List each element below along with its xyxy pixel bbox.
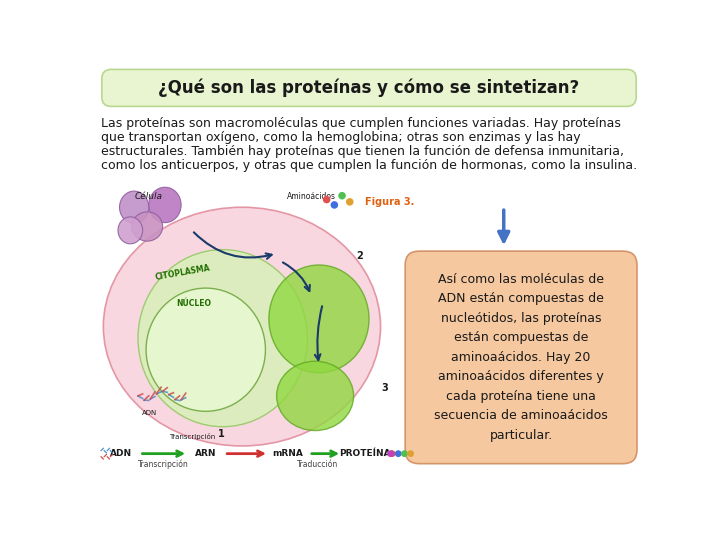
Circle shape — [395, 451, 401, 456]
Text: mRNA: mRNA — [273, 449, 304, 458]
Text: Figura 3.: Figura 3. — [365, 197, 415, 207]
Text: Las proteínas son macromoléculas que cumplen funciones variadas. Hay proteínas: Las proteínas son macromoléculas que cum… — [101, 117, 621, 130]
Text: PROTEÍNA: PROTEÍNA — [339, 449, 391, 458]
Text: que transportan oxígeno, como la hemoglobina; otras son enzimas y las hay: que transportan oxígeno, como la hemoglo… — [101, 131, 580, 144]
FancyBboxPatch shape — [405, 251, 637, 464]
Text: NÚCLEO: NÚCLEO — [176, 299, 212, 308]
Text: Traducción: Traducción — [297, 460, 338, 469]
Circle shape — [402, 451, 407, 456]
Text: Así como las moléculas de
ADN están compuestas de
nucleótidos, las proteínas
est: Así como las moléculas de ADN están comp… — [434, 273, 608, 442]
Text: ADN: ADN — [142, 410, 157, 416]
Ellipse shape — [149, 187, 181, 222]
Text: Célula: Célula — [134, 192, 162, 201]
FancyBboxPatch shape — [102, 70, 636, 106]
Text: CITOPLASMA: CITOPLASMA — [154, 264, 211, 282]
Ellipse shape — [104, 207, 381, 446]
Ellipse shape — [276, 361, 354, 430]
Circle shape — [346, 199, 353, 205]
Circle shape — [390, 451, 395, 456]
Text: ARN: ARN — [195, 449, 217, 458]
Text: Transcripción: Transcripción — [138, 460, 189, 469]
Ellipse shape — [269, 265, 369, 373]
Text: como los anticuerpos, y otras que cumplen la función de hormonas, como la insuli: como los anticuerpos, y otras que cumple… — [101, 159, 637, 172]
Ellipse shape — [118, 217, 143, 244]
Ellipse shape — [146, 288, 266, 411]
Circle shape — [339, 193, 345, 199]
Circle shape — [331, 202, 338, 208]
Ellipse shape — [132, 212, 163, 241]
Text: ADN: ADN — [110, 449, 132, 458]
Ellipse shape — [120, 191, 149, 224]
Circle shape — [323, 197, 330, 202]
Circle shape — [408, 451, 413, 456]
Text: estructurales. También hay proteínas que tienen la función de defensa inmunitari: estructurales. También hay proteínas que… — [101, 145, 624, 158]
Text: Transcripción: Transcripción — [168, 433, 215, 440]
Text: 3: 3 — [381, 383, 388, 393]
Ellipse shape — [138, 249, 307, 427]
Text: 1: 1 — [217, 429, 225, 440]
Text: ¿Qué son las proteínas y cómo se sintetizan?: ¿Qué son las proteínas y cómo se sinteti… — [158, 79, 580, 97]
Circle shape — [388, 451, 393, 456]
Text: Aminoácidos: Aminoácidos — [287, 192, 336, 201]
Text: 2: 2 — [356, 251, 363, 261]
